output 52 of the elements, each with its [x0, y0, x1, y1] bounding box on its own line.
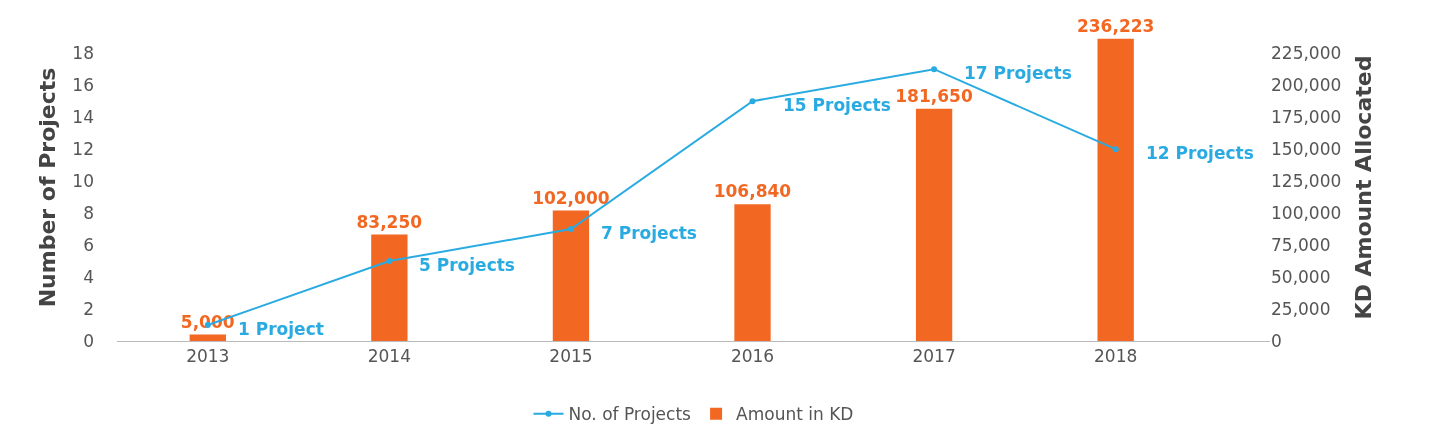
y-axis-title: Number of Projects — [35, 67, 61, 308]
data-label: 15 Projects — [783, 95, 891, 115]
y2-tick-label: 150,000 — [1271, 139, 1342, 160]
point — [567, 226, 574, 233]
bar — [371, 234, 408, 341]
y2-tick-label: 100,000 — [1271, 203, 1342, 224]
x-tick-label: 2014 — [367, 346, 411, 367]
legend-label: No. of Projects — [568, 404, 692, 425]
y2-tick-label: 25,000 — [1271, 298, 1331, 319]
point — [1112, 146, 1119, 153]
x-tick-label: 2018 — [1094, 346, 1138, 367]
data-label: 17 Projects — [964, 63, 1072, 83]
y-tick-label: 4 — [83, 266, 94, 287]
y2-tick-label: 225,000 — [1271, 43, 1342, 64]
data-label: 181,650 — [895, 85, 973, 106]
y-tick-label: 2 — [83, 298, 94, 319]
point — [931, 66, 938, 73]
bar — [1097, 38, 1134, 341]
y2-tick-label: 200,000 — [1271, 75, 1342, 96]
y2-tick-label: 0 — [1271, 330, 1282, 351]
bar — [734, 204, 771, 341]
y2-axis-title: KD Amount Allocated — [1351, 55, 1377, 320]
y2-tick-label: 175,000 — [1271, 107, 1342, 128]
y-tick-label: 12 — [72, 139, 94, 160]
y-tick-label: 8 — [83, 203, 94, 224]
data-label: 102,000 — [532, 187, 610, 208]
x-tick-label: 2013 — [186, 346, 230, 367]
y2-tick-label: 50,000 — [1271, 266, 1331, 287]
bar — [552, 210, 590, 341]
legend-label: Amount in KD — [736, 404, 854, 425]
data-label: 5 Projects — [419, 255, 515, 275]
y-tick-label: 16 — [72, 75, 94, 96]
y-tick-label: 0 — [83, 330, 94, 351]
point — [386, 258, 393, 265]
y-tick-label: 6 — [83, 235, 94, 256]
x-tick-label: 2016 — [730, 346, 775, 367]
y-tick-label: 14 — [72, 107, 94, 128]
point — [749, 98, 756, 105]
bar — [915, 108, 953, 341]
data-label: 12 Projects — [1146, 143, 1254, 163]
data-label: 106,840 — [713, 181, 792, 202]
y2-tick-label: 75,000 — [1271, 235, 1331, 256]
y2-tick-label: 125,000 — [1271, 171, 1342, 192]
y-tick-label: 10 — [72, 171, 94, 192]
data-label: 236,223 — [1076, 15, 1155, 36]
y-tick-label: 18 — [72, 43, 94, 64]
x-tick-label: 2017 — [912, 346, 956, 367]
x-tick-label: 2015 — [549, 346, 593, 367]
bar — [189, 334, 226, 341]
data-label: 83,250 — [356, 211, 423, 232]
data-label: 7 Projects — [601, 223, 697, 243]
data-label: 1 Project — [238, 319, 324, 339]
